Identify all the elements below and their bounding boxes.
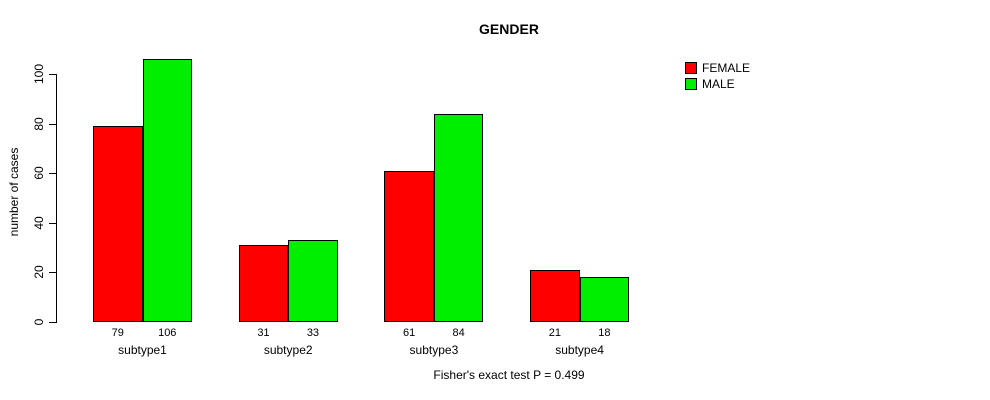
- bar-female-subtype4: [530, 269, 580, 322]
- legend: FEMALE MALE: [685, 61, 750, 91]
- y-tick-mark: [49, 272, 56, 274]
- bar-value-label: 21: [548, 327, 561, 339]
- x-category-label-subtype1: subtype1: [118, 343, 167, 357]
- male-color-swatch: [685, 78, 697, 90]
- fisher-test-annotation: Fisher's exact test P = 0.499: [433, 368, 585, 382]
- x-category-label-subtype4: subtype4: [555, 343, 604, 357]
- y-tick-label: 100: [32, 63, 46, 85]
- y-tick-label: 80: [32, 116, 46, 131]
- y-tick-label: 0: [32, 318, 46, 326]
- bar-value-label: 61: [403, 327, 416, 339]
- bar-value-label: 18: [598, 327, 611, 339]
- bar-value-label: 31: [257, 327, 270, 339]
- bar-male-subtype4: [579, 277, 630, 322]
- bar-male-subtype1: [142, 59, 192, 322]
- legend-item-female: FEMALE: [685, 61, 750, 75]
- y-tick-mark: [49, 123, 56, 125]
- y-axis-label: number of cases: [7, 147, 21, 237]
- y-tick-label: 60: [32, 166, 46, 180]
- y-tick-mark: [49, 222, 56, 224]
- female-color-swatch: [685, 62, 697, 74]
- bar-female-subtype3: [384, 170, 434, 322]
- legend-label-female: FEMALE: [702, 61, 751, 75]
- bar-value-label: 79: [111, 327, 124, 339]
- y-tick-mark: [49, 322, 56, 323]
- x-category-label-subtype2: subtype2: [263, 343, 313, 357]
- y-tick-mark: [49, 173, 56, 175]
- bar-male-subtype2: [288, 240, 338, 322]
- bar-value-label: 106: [158, 327, 177, 339]
- chart-title: GENDER: [479, 21, 539, 37]
- legend-label-male: MALE: [702, 77, 735, 91]
- bar-value-label: 33: [306, 327, 320, 339]
- y-axis-line: [56, 74, 57, 323]
- y-tick-label: 20: [32, 265, 46, 280]
- y-tick-mark: [49, 74, 56, 75]
- x-category-label-subtype3: subtype3: [409, 343, 459, 357]
- bar-value-label: 84: [452, 327, 465, 339]
- bar-male-subtype3: [433, 113, 484, 322]
- bar-female-subtype1: [93, 126, 143, 322]
- legend-item-male: MALE: [685, 77, 750, 91]
- y-tick-label: 40: [32, 216, 46, 230]
- bar-female-subtype2: [238, 245, 289, 322]
